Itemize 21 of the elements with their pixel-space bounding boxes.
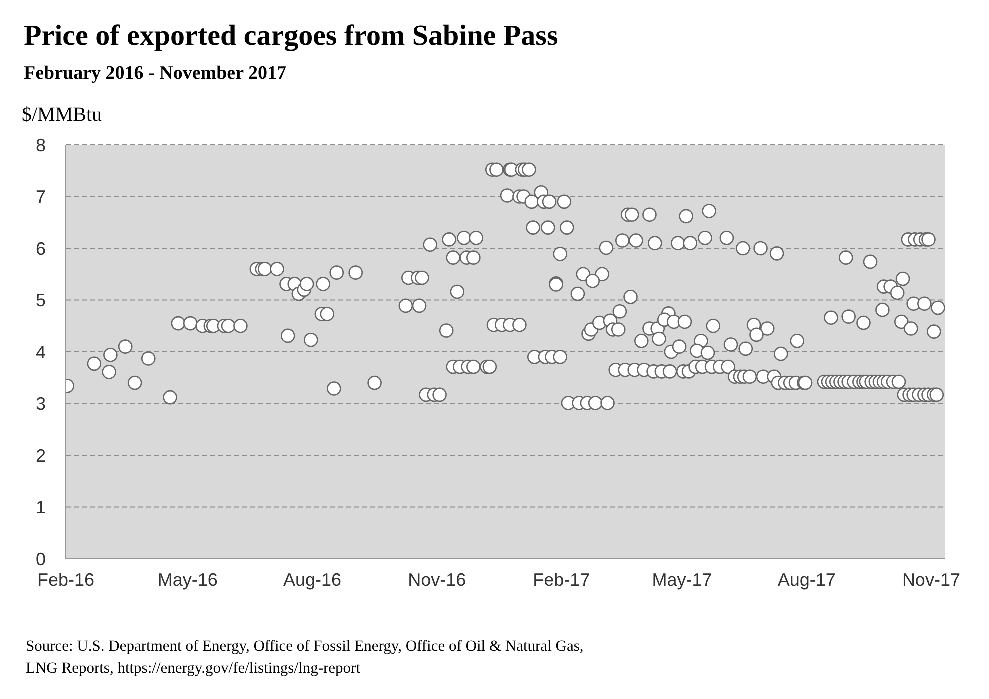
chart-subtitle: February 2016 - November 2017 bbox=[24, 63, 286, 85]
y-tick-label: 5 bbox=[36, 290, 46, 311]
x-tick-label: May-16 bbox=[158, 570, 218, 590]
x-tick-label: Aug-16 bbox=[283, 570, 342, 590]
x-tick-label: Feb-17 bbox=[533, 570, 590, 590]
x-tick-label: Aug-17 bbox=[778, 570, 836, 590]
source-note: Source: U.S. Department of Energy, Office of Fossil Energy, Office of Oil & Natural Gas, LNG Reports, https://energy.gov/fe/listings/lng-report bbox=[26, 637, 585, 679]
y-tick-label: 3 bbox=[36, 394, 46, 414]
y-tick-label: 2 bbox=[36, 446, 46, 466]
y-tick-label: 4 bbox=[36, 342, 46, 362]
y-tick-label: 7 bbox=[36, 187, 46, 208]
y-tick-label: 0 bbox=[36, 549, 46, 570]
y-axis-title: $/MMBtu bbox=[22, 104, 102, 127]
y-tick-label: 1 bbox=[36, 498, 46, 518]
x-tick-label: May-17 bbox=[652, 570, 712, 590]
y-tick-label: 8 bbox=[36, 135, 46, 156]
y-tick-label: 6 bbox=[36, 238, 46, 259]
x-tick-label: Nov-17 bbox=[902, 570, 960, 590]
x-tick-label: Feb-16 bbox=[37, 570, 95, 590]
chart-title: Price of exported cargoes from Sabine Pass bbox=[24, 20, 558, 53]
x-tick-label: Nov-16 bbox=[408, 570, 466, 590]
